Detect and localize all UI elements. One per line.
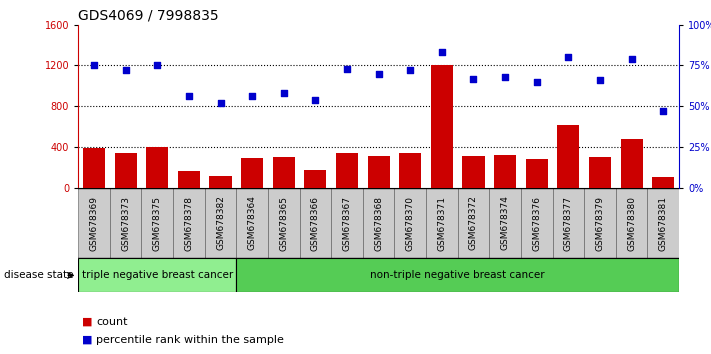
Bar	[173, 188, 205, 258]
Bar	[78, 258, 236, 292]
Point	[151, 63, 163, 68]
Bar	[399, 153, 422, 188]
Bar	[336, 153, 358, 188]
Bar	[458, 188, 489, 258]
Bar	[462, 156, 484, 188]
Bar	[141, 188, 173, 258]
Text: GSM678379: GSM678379	[595, 195, 604, 251]
Bar	[521, 188, 552, 258]
Bar	[205, 188, 236, 258]
Text: percentile rank within the sample: percentile rank within the sample	[96, 335, 284, 345]
Bar	[114, 153, 137, 188]
Bar	[178, 171, 200, 188]
Point	[247, 93, 258, 99]
Bar	[552, 188, 584, 258]
Bar	[557, 125, 579, 188]
Point	[183, 93, 195, 99]
Bar	[236, 258, 679, 292]
Point	[594, 77, 606, 83]
Bar	[525, 159, 547, 188]
Bar	[236, 188, 268, 258]
Point	[658, 108, 669, 114]
Text: disease state: disease state	[4, 270, 73, 280]
Bar	[273, 157, 295, 188]
Bar	[241, 158, 263, 188]
Bar	[395, 188, 426, 258]
Text: GSM678374: GSM678374	[501, 195, 510, 251]
Point	[373, 71, 384, 76]
Bar	[426, 188, 458, 258]
Bar	[331, 188, 363, 258]
Bar	[616, 188, 648, 258]
Point	[215, 100, 226, 106]
Bar	[299, 188, 331, 258]
Bar	[268, 188, 299, 258]
Bar	[589, 157, 611, 188]
Bar	[109, 188, 141, 258]
Text: GSM678367: GSM678367	[343, 195, 351, 251]
Text: ■: ■	[82, 335, 92, 345]
Text: GSM678380: GSM678380	[627, 195, 636, 251]
Bar	[648, 188, 679, 258]
Text: GSM678366: GSM678366	[311, 195, 320, 251]
Bar	[431, 65, 453, 188]
Text: GSM678373: GSM678373	[121, 195, 130, 251]
Text: GSM678370: GSM678370	[406, 195, 415, 251]
Text: ■: ■	[82, 317, 92, 327]
Bar	[83, 148, 105, 188]
Bar	[304, 170, 326, 188]
Point	[405, 68, 416, 73]
Text: GSM678378: GSM678378	[184, 195, 193, 251]
Text: GSM678377: GSM678377	[564, 195, 573, 251]
Text: count: count	[96, 317, 127, 327]
Bar	[584, 188, 616, 258]
Text: non-triple negative breast cancer: non-triple negative breast cancer	[370, 270, 545, 280]
Bar	[368, 156, 390, 188]
Text: GSM678381: GSM678381	[658, 195, 668, 251]
Point	[88, 63, 100, 68]
Text: GSM678368: GSM678368	[374, 195, 383, 251]
Bar	[146, 147, 169, 188]
Point	[499, 74, 510, 80]
Point	[436, 50, 447, 55]
Text: GSM678369: GSM678369	[90, 195, 99, 251]
Text: triple negative breast cancer: triple negative breast cancer	[82, 270, 233, 280]
Point	[531, 79, 542, 85]
Bar	[363, 188, 395, 258]
Point	[562, 55, 574, 60]
Bar	[78, 188, 109, 258]
Bar	[210, 176, 232, 188]
Text: GSM678382: GSM678382	[216, 195, 225, 251]
Bar	[494, 155, 516, 188]
Bar	[489, 188, 521, 258]
Text: GSM678372: GSM678372	[469, 195, 478, 251]
Text: GSM678364: GSM678364	[247, 195, 257, 251]
Text: GDS4069 / 7998835: GDS4069 / 7998835	[78, 9, 219, 23]
Point	[468, 76, 479, 81]
Point	[341, 66, 353, 72]
Bar	[621, 139, 643, 188]
Point	[120, 68, 132, 73]
Text: GSM678371: GSM678371	[437, 195, 447, 251]
Point	[310, 97, 321, 103]
Bar	[652, 177, 674, 188]
Point	[626, 56, 637, 62]
Text: GSM678375: GSM678375	[153, 195, 162, 251]
Text: GSM678376: GSM678376	[533, 195, 541, 251]
Point	[278, 90, 289, 96]
Text: GSM678365: GSM678365	[279, 195, 288, 251]
